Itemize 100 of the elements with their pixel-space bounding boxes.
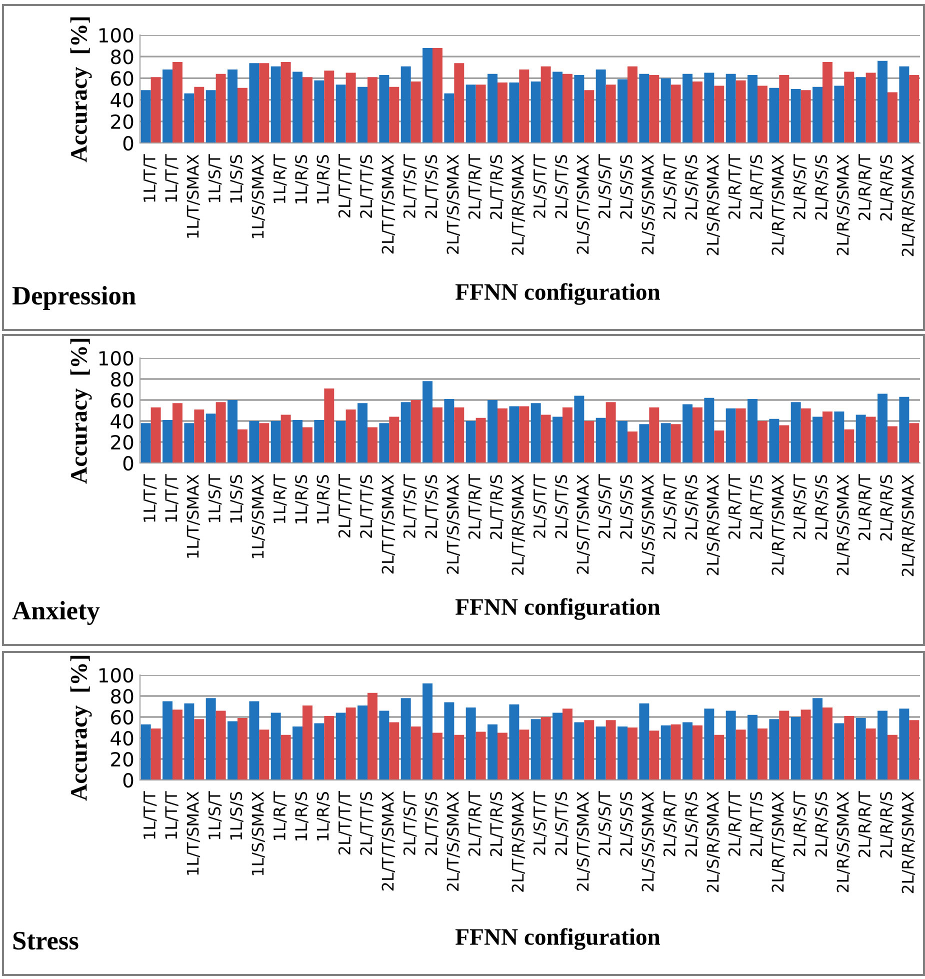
bar (206, 90, 216, 143)
x-tick-label: 1L/T/T (144, 474, 157, 522)
bar (704, 708, 714, 780)
x-tick-label: 2L/T/R/T (468, 154, 482, 219)
bar (466, 421, 476, 463)
bar (400, 402, 411, 463)
y-tick-label: 20 (111, 434, 134, 450)
bar (140, 423, 151, 463)
x-tick-label: 1L/R/S (316, 792, 330, 840)
x-axis-title: FFNN configuration (456, 283, 660, 305)
bar (379, 74, 390, 143)
bar (206, 414, 216, 463)
bar (584, 720, 594, 780)
bar (346, 72, 356, 143)
x-tick-label: 2L/S/R/SMAX (706, 154, 720, 256)
bar (562, 708, 572, 780)
x-tick-label: 2L/T/R/SMAX (512, 792, 526, 892)
bar (726, 710, 736, 780)
bar (552, 712, 562, 780)
x-tick-label: 1L/S/SMAX (252, 792, 266, 876)
text: Depression (12, 286, 136, 310)
text: Anxiety (12, 600, 100, 626)
bar (432, 407, 442, 463)
bar (410, 400, 421, 463)
bar (530, 403, 541, 463)
bar (466, 708, 476, 780)
x-tick-label: 2L/R/T/T (728, 791, 742, 856)
bar (162, 420, 172, 463)
x-tick-label: 2L/T/T/T (338, 791, 352, 854)
bar (476, 84, 486, 143)
bar (790, 717, 801, 780)
x-tick-label: 2L/R/S/S (815, 475, 828, 540)
x-tick-label: 2L/R/R/SMAX (902, 154, 916, 256)
bar (422, 683, 432, 780)
bar (639, 424, 650, 463)
x-tick-label: 2L/R/T/SMAX (772, 792, 786, 892)
y-tick-label: 40 (110, 92, 134, 108)
bar (800, 408, 811, 463)
bar (692, 725, 702, 780)
bar (660, 725, 671, 780)
bar (432, 732, 442, 780)
bar (596, 418, 606, 463)
bar (866, 728, 876, 780)
bar (606, 402, 616, 463)
bar (444, 702, 454, 780)
bar (878, 710, 888, 780)
bar (228, 721, 238, 780)
bar (562, 74, 572, 143)
x-tick-label: 1L/T/SMAX (186, 792, 200, 875)
bar (519, 70, 530, 143)
x-tick-label: 1L/T/T (165, 474, 178, 522)
bar (909, 74, 920, 143)
y-axis-title: Accuracy [%] (70, 17, 92, 162)
x-tick-label: 2L/R/R/SMAX (902, 792, 916, 894)
x-tick-label: 2L/R/S/SMAX (836, 474, 850, 576)
bar (726, 74, 736, 143)
x-tick-label: 2L/R/R/T (858, 791, 872, 858)
bar (682, 404, 692, 463)
bar (150, 407, 161, 463)
x-tick-label: 1L/T/T (165, 791, 178, 839)
bar (172, 710, 182, 780)
x-tick-label: 2L/S/R/T (663, 474, 677, 540)
x-tick-label: 2L/S/R/SMAX (706, 792, 720, 892)
bar (292, 72, 302, 143)
x-tick-label: 2L/R/S/S (815, 155, 828, 220)
bar (844, 716, 854, 780)
bar (324, 70, 334, 143)
bar (476, 732, 486, 780)
bar (519, 406, 530, 463)
bar (314, 80, 324, 143)
bar (866, 416, 876, 463)
y-tick-label: 80 (111, 50, 134, 64)
bar (162, 70, 172, 143)
bar (249, 63, 260, 143)
bar (909, 720, 920, 780)
bar (704, 398, 714, 463)
x-tick-label: 2L/R/R/S (880, 475, 894, 540)
x-tick-label: 2L/T/T/S (360, 155, 374, 218)
bar (259, 730, 270, 780)
x-tick-label: 2L/T/S/T (403, 791, 417, 855)
bar (194, 86, 204, 143)
bar (628, 66, 638, 143)
bar (856, 77, 866, 143)
bar (670, 724, 681, 780)
bar (509, 704, 520, 780)
bar (280, 62, 291, 143)
x-tick-label: 1L/R/S (295, 155, 308, 204)
x-tick-label: 2L/T/T/T (338, 474, 352, 538)
bar (822, 412, 832, 463)
bar (649, 74, 660, 143)
x-tick-label: 2L/S/S/T (598, 154, 612, 218)
bar (280, 414, 291, 463)
bar (216, 74, 226, 143)
x-tick-label: 2L/S/R/T (663, 154, 677, 220)
bar (540, 414, 551, 463)
x-tick-label: 1L/S/S (230, 792, 244, 840)
x-tick-label: 1L/S/T (208, 474, 222, 522)
bar (216, 710, 226, 780)
bar (736, 80, 746, 143)
bar (336, 712, 346, 780)
